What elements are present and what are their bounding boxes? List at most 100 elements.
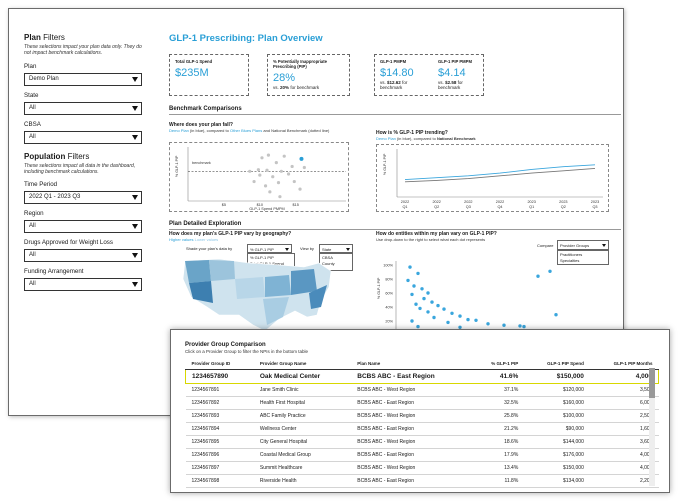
kpi-value: $14.80: [380, 67, 414, 80]
scatter-point[interactable]: [426, 291, 430, 295]
scatter-point[interactable]: [446, 320, 450, 325]
scatter-point[interactable]: [260, 156, 264, 160]
scatter-point[interactable]: [410, 292, 414, 297]
scatter-point[interactable]: [248, 169, 252, 173]
scatter-point[interactable]: [410, 319, 414, 323]
scatter-point[interactable]: [408, 265, 412, 269]
shade-option[interactable]: % GLP-1 PIP: [250, 255, 274, 260]
compare-option[interactable]: Specialties: [560, 258, 580, 263]
scatter-point[interactable]: [298, 187, 302, 191]
map-region[interactable]: [189, 281, 213, 303]
scatter-point[interactable]: [279, 169, 283, 173]
scatter-point[interactable]: [416, 324, 420, 329]
map-region[interactable]: [185, 260, 211, 283]
time-period-select[interactable]: 2022 Q1 - 2023 Q3: [24, 191, 142, 204]
scatter-point[interactable]: [406, 278, 410, 283]
scatter-point[interactable]: [420, 287, 424, 291]
table-scrollbar[interactable]: [649, 368, 655, 486]
scatter-point[interactable]: [416, 271, 420, 276]
compare-select[interactable]: Provider Groups: [557, 240, 609, 250]
table-cell: 2,200: [589, 474, 659, 488]
scatter-point[interactable]: [536, 274, 540, 278]
shade-option[interactable]: Total GLP-1 Spend: [250, 261, 284, 267]
column-header[interactable]: GLP-1 PIP Spend: [524, 358, 590, 370]
compare-option[interactable]: Practitioners: [560, 252, 583, 257]
table-row[interactable]: 1234567894 Wellness Center BCBS ABC - East…: [185, 422, 659, 436]
kpi-pip: % Potentially Inappropriate Prescribing …: [267, 54, 350, 96]
scatter-point[interactable]: [518, 324, 522, 328]
table-cell: BCBS ABC - West Region: [351, 409, 472, 423]
table-row[interactable]: 1234567891 Jane Smith Clinic BCBS ABC - We…: [185, 383, 659, 397]
table-row[interactable]: 1234567893 ABC Family Practice BCBS ABC - …: [185, 409, 659, 423]
scatter-point[interactable]: [292, 179, 296, 184]
map-region[interactable]: [209, 260, 235, 281]
scatter-point[interactable]: [265, 168, 269, 172]
column-header[interactable]: Provider Group ID: [185, 358, 254, 370]
map-region[interactable]: [309, 285, 327, 309]
chevron-down-icon: [132, 253, 138, 258]
funding-select[interactable]: All: [24, 278, 142, 291]
table-row[interactable]: 1234567896 Coastal Medical Group BCBS ABC …: [185, 448, 659, 462]
view-by-select[interactable]: State: [319, 244, 353, 253]
view-option[interactable]: CBSA: [322, 255, 333, 260]
scatter-point[interactable]: [432, 315, 436, 320]
table-row[interactable]: 1234567895 City General Hospital BCBS ABC …: [185, 435, 659, 449]
scatter-point[interactable]: [276, 181, 281, 185]
scatter-point[interactable]: [263, 184, 268, 188]
scatter-point[interactable]: [466, 317, 470, 322]
scatter-point[interactable]: [256, 168, 260, 172]
map-region[interactable]: [265, 275, 291, 297]
scatter-point[interactable]: [548, 269, 552, 273]
scatter-point[interactable]: [282, 154, 286, 158]
scatter-point[interactable]: [486, 322, 490, 326]
provider-group-comparison-window: Provider Group Comparison Click on a Pro…: [170, 329, 670, 493]
scatter-point[interactable]: [278, 195, 282, 199]
scatter-point[interactable]: [286, 172, 291, 176]
table-row[interactable]: 1234567892 Health First Hospital BCBS ABC …: [185, 396, 659, 410]
scatter-point[interactable]: [458, 325, 462, 329]
region-select[interactable]: All: [24, 220, 142, 233]
plan-point[interactable]: [299, 156, 304, 161]
scatter-point[interactable]: [274, 161, 278, 165]
column-header[interactable]: Plan Name: [351, 358, 472, 370]
scrollbar-thumb[interactable]: [649, 368, 655, 398]
table-row-selected[interactable]: 1234657890 Oak Medical Center BCBS ABC - E…: [184, 369, 659, 384]
scatter-point[interactable]: [436, 303, 440, 308]
scatter-point[interactable]: [522, 324, 526, 329]
scatter-point[interactable]: [450, 311, 454, 315]
x-tick-label: Q3: [592, 205, 597, 209]
scatter-point[interactable]: [474, 318, 478, 322]
table-row[interactable]: 1234567897 Summit Healthcare BCBS ABC - We…: [185, 461, 659, 475]
scatter-point[interactable]: [422, 296, 426, 301]
map-region[interactable]: [291, 269, 317, 295]
scatter-point[interactable]: [412, 284, 416, 288]
scatter-point[interactable]: [258, 173, 262, 177]
scatter-point[interactable]: [252, 179, 256, 184]
shade-select[interactable]: % GLP-1 PIP: [247, 244, 292, 253]
scatter-point[interactable]: [426, 310, 430, 314]
table-cell: BCBS ABC - West Region: [351, 435, 472, 449]
map-region[interactable]: [235, 277, 265, 299]
scatter-point[interactable]: [554, 313, 558, 317]
column-header[interactable]: % GLP-1 PIP: [471, 358, 525, 370]
view-option[interactable]: County: [322, 261, 335, 267]
scatter-point[interactable]: [290, 164, 294, 169]
table-row[interactable]: 1234567898 Riverside Health BCBS ABC - Eas…: [185, 474, 659, 488]
scatter-point[interactable]: [430, 300, 434, 304]
scatter-point[interactable]: [268, 190, 272, 194]
scatter-point[interactable]: [502, 323, 506, 327]
scatter-point[interactable]: [302, 165, 306, 170]
map-region[interactable]: [263, 297, 289, 325]
scatter-point[interactable]: [266, 153, 271, 157]
scatter-point[interactable]: [271, 175, 275, 179]
state-select[interactable]: All: [24, 101, 142, 115]
x-tick-label: Q3: [466, 205, 471, 209]
plan-select[interactable]: Demo Plan: [24, 72, 142, 86]
cbsa-select[interactable]: All: [24, 130, 142, 144]
column-header[interactable]: Provider Group Name: [253, 358, 352, 370]
drugs-select[interactable]: All: [24, 249, 142, 262]
scatter-point[interactable]: [418, 306, 422, 311]
scatter-point[interactable]: [414, 302, 418, 306]
scatter-point[interactable]: [458, 314, 462, 318]
scatter-point[interactable]: [442, 307, 446, 311]
